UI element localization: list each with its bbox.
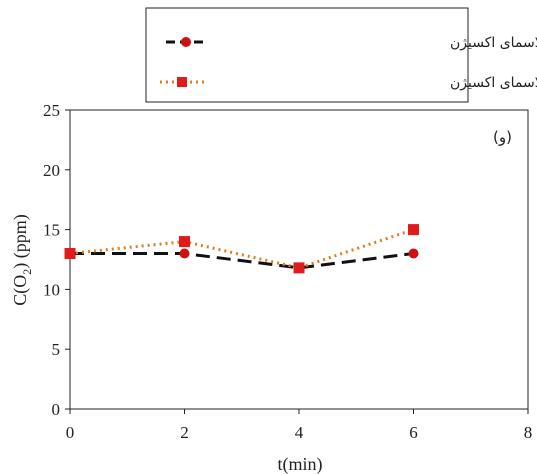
x-tick-label: 4 (295, 423, 304, 442)
x-tick-label: 6 (409, 423, 418, 442)
x-tick-label: 2 (180, 423, 189, 442)
y-axis-title-sub: 2 (20, 269, 34, 275)
series-2-point (179, 236, 190, 248)
y-tick-label: 10 (43, 280, 60, 299)
legend-marker-1 (181, 37, 191, 47)
x-axis-title: t(min) (278, 454, 323, 474)
legend-entry-1: آند رابط کاتدی پلاسمای اکسیژن (166, 34, 537, 51)
series-1-point (408, 248, 419, 259)
x-axis: 0 2 4 6 8 (66, 408, 533, 442)
y-axis: 0 5 10 15 20 25 (43, 101, 71, 419)
series-line-1 (70, 252, 414, 270)
legend: آند رابط کاتدی پلاسمای اکسیژن کاتد رابط … (145, 7, 537, 103)
y-axis-title-tail: ) (ppm) (10, 214, 31, 268)
y-axis-title: C(O2) (ppm) (10, 214, 34, 305)
series-layer (64, 224, 419, 274)
series-1-point (179, 248, 190, 259)
y-tick-label: 25 (43, 101, 60, 120)
y-axis-title-main: C(O (10, 275, 31, 306)
panel-label: (و) (493, 128, 512, 146)
y-tick-label: 20 (43, 161, 60, 180)
legend-marker-2 (177, 77, 187, 87)
y-tick-label: 15 (43, 221, 60, 240)
x-tick-label: 8 (524, 423, 533, 442)
y-tick-label: 5 (52, 340, 61, 359)
series-2-point (408, 224, 419, 236)
x-tick-label: 0 (66, 423, 75, 442)
plot-frame (69, 109, 529, 410)
series-2-point (293, 262, 305, 274)
legend-box (145, 7, 469, 103)
y-tick-label: 0 (52, 400, 61, 419)
legend-label-2: کاتد رابط کاتدی پلاسمای اکسیژن (450, 75, 537, 91)
series-2-point (64, 248, 76, 260)
legend-label-1: آند رابط کاتدی پلاسمای اکسیژن (450, 34, 537, 51)
legend-entry-2: کاتد رابط کاتدی پلاسمای اکسیژن (160, 75, 537, 91)
